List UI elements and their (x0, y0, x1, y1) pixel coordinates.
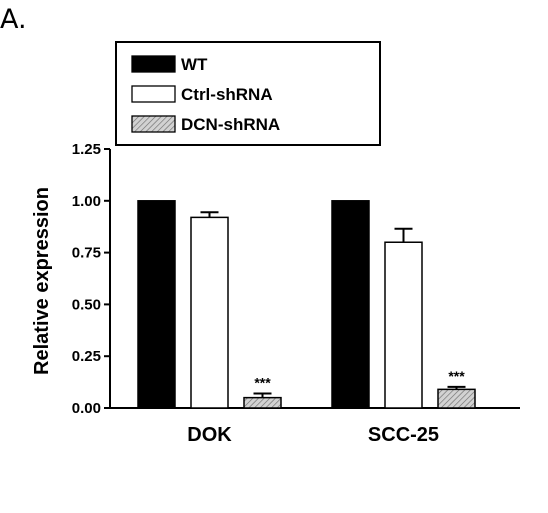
y-tick-label: 1.25 (72, 141, 101, 158)
panel-label: A. (0, 4, 27, 35)
legend-swatch-wt (131, 55, 176, 73)
legend-label-dcn-shrna: DCN-shRNA (181, 115, 280, 134)
legend-label-wt: WT (181, 55, 208, 74)
y-tick-label: 1.00 (72, 193, 101, 210)
legend: WT Ctrl-shRNA DCN-shRNA (115, 41, 381, 146)
bar-dok-dcn-shrna (243, 396, 282, 409)
legend-swatch-dcn-shrna (131, 115, 176, 133)
bar-dok-wt (137, 200, 176, 409)
bar-scc-25-wt (331, 200, 370, 409)
bar-scc-25-ctrl-shrna (384, 241, 423, 409)
y-tick-label: 0.50 (72, 296, 101, 313)
x-category-label: DOK (187, 424, 232, 446)
legend-swatch-ctrl-shrna (131, 85, 176, 103)
axes: 0.00 0.25 0.50 0.75 1.00 1.25 DOK SCC-25 (72, 141, 520, 446)
bar-dok-ctrl-shrna (190, 216, 229, 409)
significance-label: *** (448, 368, 465, 384)
legend-label-ctrl-shrna: Ctrl-shRNA (181, 85, 273, 104)
x-category-label: SCC-25 (368, 424, 439, 446)
bars: *** *** (137, 200, 476, 409)
y-tick-label: 0.00 (72, 400, 101, 417)
y-axis-title: Relative expression (31, 187, 53, 375)
significance-label: *** (254, 374, 271, 390)
y-tick-label: 0.25 (72, 348, 101, 365)
bar-scc-25-dcn-shrna (437, 388, 476, 409)
y-tick-label: 0.75 (72, 245, 101, 262)
